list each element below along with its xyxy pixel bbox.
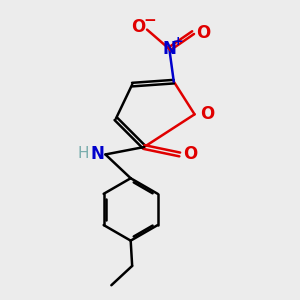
Text: N: N bbox=[90, 146, 104, 164]
Text: N: N bbox=[162, 40, 176, 58]
Text: +: + bbox=[172, 35, 183, 48]
Text: O: O bbox=[183, 146, 197, 164]
Text: O: O bbox=[196, 24, 210, 42]
Text: O: O bbox=[200, 105, 214, 123]
Text: H: H bbox=[78, 146, 89, 161]
Text: O: O bbox=[131, 18, 146, 36]
Text: −: − bbox=[144, 13, 156, 28]
